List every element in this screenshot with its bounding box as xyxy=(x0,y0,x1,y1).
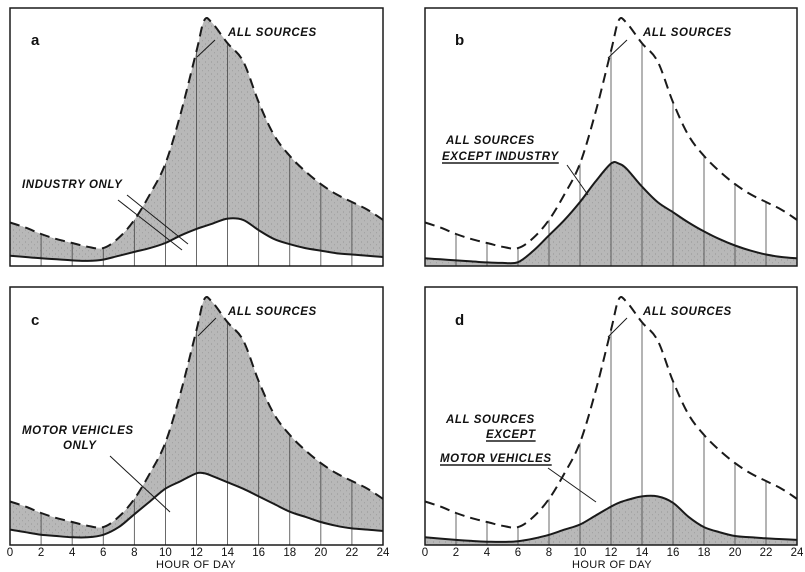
series-all-sources-a xyxy=(9,16,384,250)
x-tick-label-2: 2 xyxy=(453,547,459,559)
x-tick-label-18: 18 xyxy=(283,547,296,559)
x-axis-ticks-right: 0 2 4 6 8 10 12 14 16 18 20 22 24 xyxy=(422,547,804,559)
x-tick-label-18: 18 xyxy=(698,547,711,559)
annotation-b-0: ALL SOURCES xyxy=(642,27,732,39)
annotation-d-0: ALL SOURCES xyxy=(642,306,732,318)
leader-line-d-1 xyxy=(547,467,597,503)
panel-label-d: d xyxy=(455,312,464,329)
x-tick-label-12: 12 xyxy=(190,547,203,559)
x-axis-label-right: HOUR OF DAY xyxy=(572,559,652,571)
annotation-d-1: ALL SOURCES xyxy=(445,414,535,426)
panel-d: d ALL SOURCES ALL SOURCES EXCEPT MOTOR VEHIC… xyxy=(424,286,798,546)
x-axis-label-left: HOUR OF DAY xyxy=(156,559,236,571)
x-tick-label-8: 8 xyxy=(546,547,552,559)
series-solid-a xyxy=(9,217,384,262)
panel-label-c: c xyxy=(31,312,39,329)
x-tick-label-16: 16 xyxy=(667,547,680,559)
x-tick-label-8: 8 xyxy=(131,547,137,559)
annotation-a-0: ALL SOURCES xyxy=(227,27,317,39)
x-tick-label-4: 4 xyxy=(69,547,76,559)
annotation-c-0: ALL SOURCES xyxy=(227,306,317,318)
series-all-sources-c xyxy=(9,295,384,529)
x-tick-label-2: 2 xyxy=(38,547,44,559)
series-solid-d xyxy=(424,494,798,543)
x-tick-label-6: 6 xyxy=(100,547,106,559)
leader-line-c-0 xyxy=(197,317,217,337)
annotation-c-2: ONLY xyxy=(63,440,97,452)
leader-line-b-0 xyxy=(607,39,628,59)
panel-label-b: b xyxy=(455,32,464,49)
leader-line-a-1 xyxy=(126,194,189,245)
x-tick-label-10: 10 xyxy=(159,547,172,559)
x-tick-label-14: 14 xyxy=(636,547,649,559)
series-all-sources-d xyxy=(424,295,798,529)
x-tick-label-10: 10 xyxy=(574,547,587,559)
x-tick-label-0: 0 xyxy=(7,547,13,559)
annotation-d-2: EXCEPT xyxy=(486,429,536,441)
leader-line-d-0 xyxy=(607,317,628,338)
annotation-a-1: INDUSTRY ONLY xyxy=(22,179,123,191)
panel-frame-d xyxy=(424,286,798,546)
x-tick-label-24: 24 xyxy=(377,547,390,559)
leader-line-c-1 xyxy=(109,455,171,513)
series-all-sources-b xyxy=(424,16,798,250)
leader-line-a-0 xyxy=(196,39,216,58)
x-tick-label-12: 12 xyxy=(605,547,618,559)
x-tick-label-24: 24 xyxy=(791,547,804,559)
x-tick-label-22: 22 xyxy=(346,547,359,559)
x-tick-label-16: 16 xyxy=(252,547,265,559)
x-tick-label-4: 4 xyxy=(484,547,491,559)
x-tick-label-14: 14 xyxy=(221,547,234,559)
x-tick-label-20: 20 xyxy=(314,547,327,559)
panel-a: a ALL SOURCES INDUSTRY ONLY xyxy=(9,7,384,267)
series-solid-b xyxy=(424,161,798,265)
x-tick-label-0: 0 xyxy=(422,547,428,559)
annotation-c-1: MOTOR VEHICLES xyxy=(22,425,134,437)
annotation-d-3: MOTOR VEHICLES xyxy=(440,453,552,465)
panel-frame-a xyxy=(9,7,384,267)
panel-b: b ALL SOURCES ALL SOURCES EXCEPT INDUSTRY xyxy=(424,7,798,267)
panel-label-a: a xyxy=(31,32,40,49)
panel-frame-b xyxy=(424,7,798,267)
x-tick-label-20: 20 xyxy=(729,547,742,559)
leader-line-a-2 xyxy=(117,199,183,251)
x-axis-ticks-left: 0 2 4 6 8 10 12 14 16 18 20 22 24 xyxy=(7,547,390,559)
annotation-b-1: ALL SOURCES xyxy=(445,135,535,147)
leader-line-b-1 xyxy=(566,164,589,196)
series-solid-c xyxy=(9,471,384,539)
x-tick-label-6: 6 xyxy=(515,547,521,559)
panel-frame-c xyxy=(9,286,384,546)
panel-c: c ALL SOURCES MOTOR VEHICLES ONLY xyxy=(9,286,384,546)
annotation-b-2: EXCEPT INDUSTRY xyxy=(442,151,560,163)
x-tick-label-22: 22 xyxy=(760,547,773,559)
